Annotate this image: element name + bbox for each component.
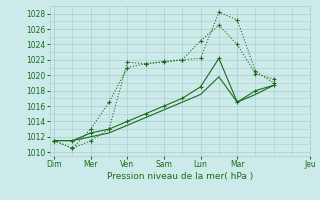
X-axis label: Pression niveau de la mer( hPa ): Pression niveau de la mer( hPa ) [107,172,253,181]
